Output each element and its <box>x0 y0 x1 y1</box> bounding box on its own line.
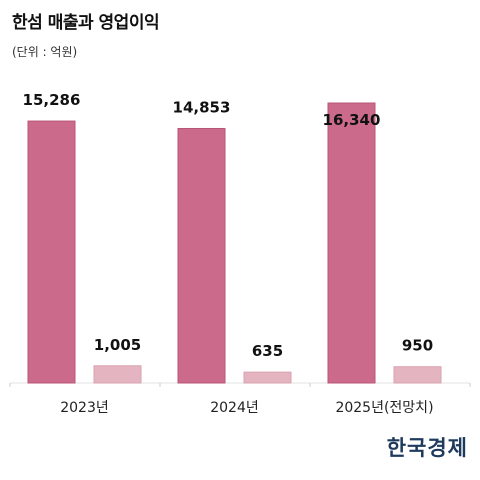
bar-operating-profit-2 <box>393 366 442 384</box>
bar-revenue-1 <box>177 127 226 384</box>
value-label-revenue-0: 15,286 <box>23 91 81 109</box>
bar-revenue-0 <box>27 120 76 384</box>
value-label-operating-profit-0: 1,005 <box>94 336 141 354</box>
category-label-2: 2025년(전망치) <box>335 400 433 416</box>
bar-operating-profit-1 <box>243 371 292 384</box>
hankyung-logo: 한국경제 <box>386 435 468 460</box>
category-label-0: 2023년 <box>60 400 109 416</box>
value-label-operating-profit-2: 950 <box>402 337 433 355</box>
category-label-1: 2024년 <box>210 400 259 416</box>
bar-revenue-2 <box>327 102 376 384</box>
value-label-operating-profit-1: 635 <box>252 342 283 360</box>
value-label-revenue-1: 14,853 <box>173 98 231 116</box>
value-label-revenue-2: 16,340 <box>323 111 381 129</box>
bar-operating-profit-0 <box>93 365 142 384</box>
chart-title: 한섬 매출과 영업이익 <box>12 13 160 33</box>
unit-label: (단위 : 억원) <box>12 45 78 59</box>
